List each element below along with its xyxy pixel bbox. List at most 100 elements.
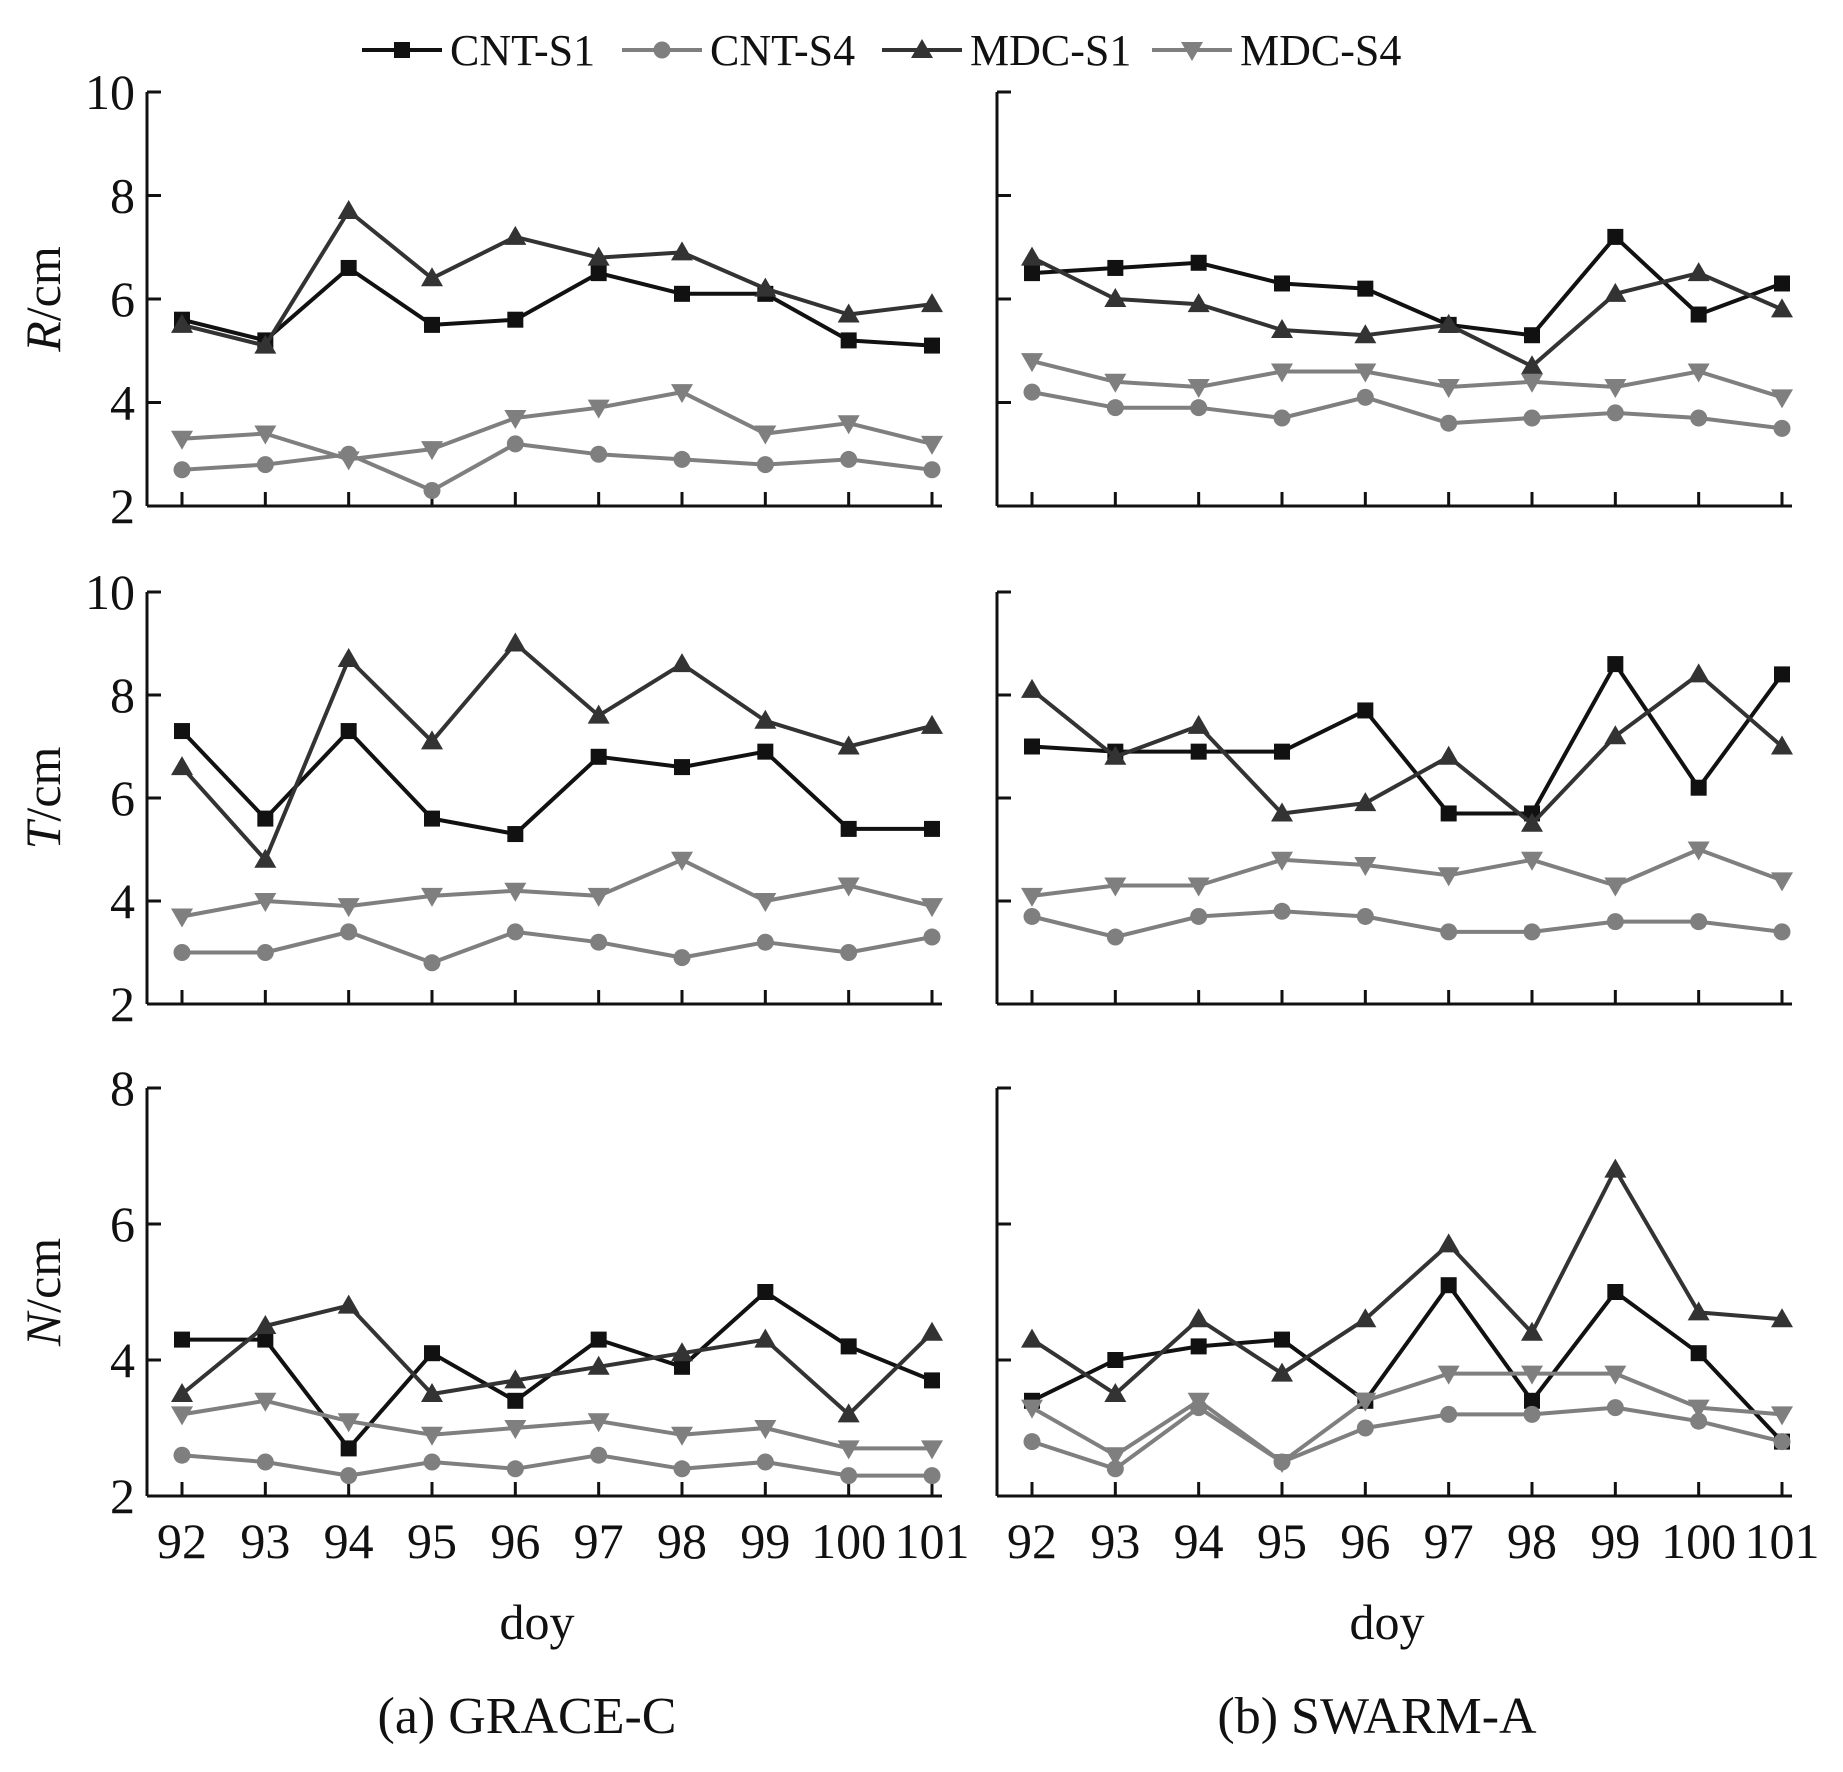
x-tick-label: 92 [1007,1513,1057,1569]
panel-b: 92 93 94 95 96 97 98 99 100 101 doy (b) SWARM-A [995,90,1820,1745]
data-point [1356,907,1374,925]
data-point [171,313,193,333]
data-point [421,267,443,287]
legend-label: CNT-S4 [710,26,855,75]
data-point [1440,414,1458,432]
x-tick-label: 101 [895,1513,970,1569]
data-point [590,1446,608,1464]
data-point [507,826,524,843]
data-point [1606,1399,1624,1417]
data-point [506,435,524,453]
data-point [1440,1405,1458,1423]
data-point [337,200,360,220]
data-point [174,1331,190,1348]
legend-marker-triangle-down [1181,42,1203,61]
data-point [337,1413,360,1433]
data-point [1021,246,1043,266]
data-point [923,461,941,479]
data-point [840,1338,857,1355]
data-point [671,851,693,871]
data-point [674,285,690,302]
series-line [1031,359,1783,400]
series-line [1031,1371,1783,1464]
data-point [1107,1352,1124,1368]
data-point [506,923,524,941]
x-tick-label: 98 [1507,1513,1557,1569]
series-mdc-s4 [171,851,943,928]
data-point [507,1392,524,1409]
data-point [254,1392,277,1412]
data-point [1107,259,1124,276]
series-line [181,390,933,462]
data-point [1524,327,1540,344]
data-point [504,225,527,245]
data-point [504,410,527,430]
data-point [1273,902,1291,920]
series-line [1031,662,1784,816]
series-mdc-s1 [171,1294,943,1423]
legend-marker-square [394,42,410,58]
series-line [1031,847,1783,898]
data-point [256,456,274,474]
series-line [1031,234,1783,338]
data-point [1187,293,1210,313]
data-point [1437,867,1460,887]
data-point [1354,324,1377,344]
series-line [182,1290,933,1451]
data-point [504,1420,527,1439]
data-point [837,1440,860,1460]
data-point [590,933,608,951]
data-point [1523,409,1541,427]
data-point [1021,1328,1043,1348]
data-point [1523,923,1541,941]
data-point [837,877,860,897]
y-axis-label: R/cm [15,246,71,353]
series-mdc-s1 [1021,663,1793,832]
data-point [171,908,193,928]
y-axis-label-unit: /cm [15,246,71,321]
data-point [1607,656,1624,673]
x-tick-label: 96 [490,1513,540,1569]
axes-b-t [995,590,1793,1006]
data-point [1690,1412,1708,1430]
data-point [507,311,524,328]
data-point [504,882,527,902]
y-axis-label-unit: /cm [15,747,71,822]
data-point [340,259,357,276]
data-point [1356,1419,1374,1437]
data-point [1604,1365,1627,1385]
data-point [1690,306,1707,323]
data-point [587,887,610,907]
series-line [1031,255,1783,369]
series-cnt-s1 [174,723,940,843]
series-line [181,266,933,348]
x-tick-label: 98 [657,1513,707,1569]
data-point [1106,399,1124,417]
data-point [921,898,943,918]
data-point [1771,735,1793,755]
data-point [1271,363,1293,383]
data-point [423,481,441,499]
axes-a-n: 2 4 6 8 N/cm 92 93 94 95 96 97 98 99 100 101 doy [15,1060,970,1650]
data-point [1271,802,1293,822]
legend-marker-triangle-up [911,39,933,58]
data-point [1687,663,1710,683]
data-point [424,810,440,827]
x-tick-label: 99 [1590,1513,1640,1569]
x-tick-label: 97 [574,1513,624,1569]
data-point [340,1467,358,1485]
data-point [1774,666,1790,683]
data-point [257,1331,274,1348]
data-point [1023,383,1041,401]
x-tick-label: 93 [240,1513,290,1569]
data-point [1437,1365,1460,1385]
data-point [1104,745,1127,765]
data-point [837,415,860,435]
series-line [1031,909,1783,939]
data-point [1687,1301,1710,1321]
data-point [1774,275,1790,292]
data-point [254,425,277,445]
data-point [671,384,693,404]
data-point [673,949,691,967]
y-tick-label: 4 [110,873,135,929]
